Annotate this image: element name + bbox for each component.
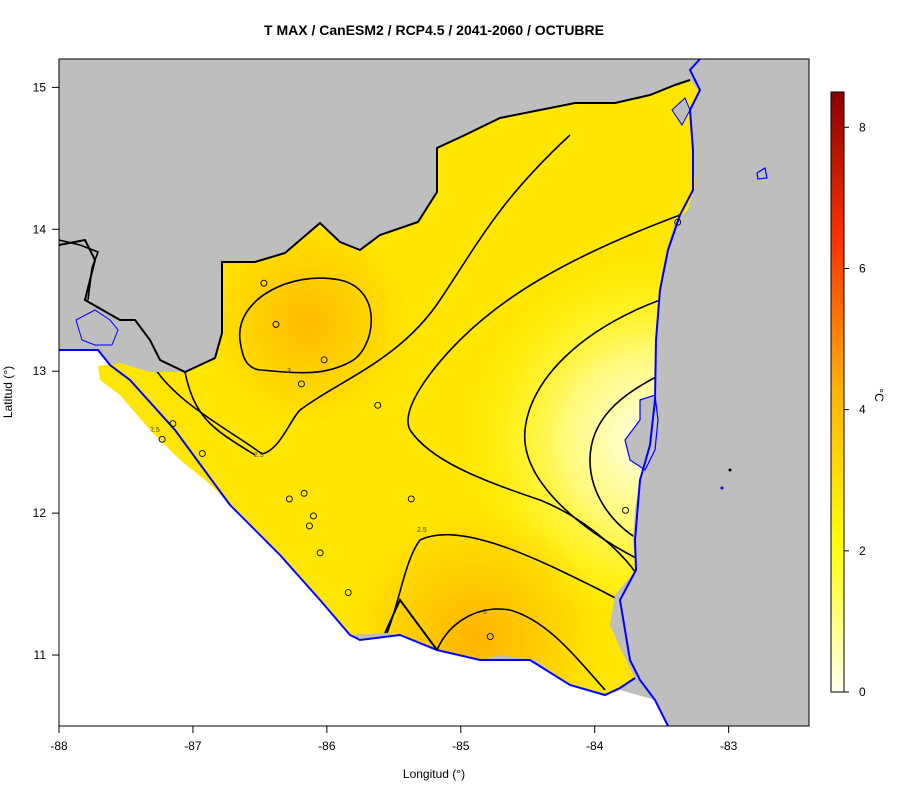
northern-border [59,79,691,374]
contour-label: 3 [287,368,291,375]
station-marker [300,489,308,497]
colorbar: 8 6 4 2 0 °C [830,91,886,699]
colorbar-gradient [830,91,845,693]
colorbar-tick-label: 4 [859,403,866,417]
station-marker [486,633,494,641]
y-tick-label: 12 [33,506,47,520]
station-marker [285,495,293,503]
x-axis: -88 -87 -86 -85 -84 -83 Longitud (°) [50,725,738,781]
x-tick-label: -88 [50,739,68,753]
station-marker [297,380,305,388]
station-marker [316,549,324,557]
station-marker [674,218,682,226]
station-marker [198,450,206,457]
x-axis-label: Longitud (°) [403,767,465,781]
contour-east-3 [589,374,661,541]
y-axis-label: Latitud (°) [1,366,15,418]
contour-label: 2.5 [417,527,427,534]
station-marker [310,512,317,520]
x-tick-label: -87 [184,739,202,753]
caribbean-coastline [618,59,702,726]
map-plot-area: 3 2.5 2.5 3 2.5 [59,59,809,726]
contour-2-5-west [149,134,571,455]
x-tick-label: -83 [720,739,738,753]
weather-stations [158,218,682,641]
colorbar-tick-label: 2 [859,544,866,558]
honduras-border [59,239,100,301]
southern-border [384,598,438,651]
station-marker [158,435,166,443]
pacific-ocean [59,350,668,726]
contour-2-5-mid [184,371,256,456]
map-title: T MAX / CanESM2 / RCP4.5 / 2041-2060 / O… [264,22,604,38]
pacific-coastline [59,349,636,697]
lake-managua [75,309,119,346]
station-marker [272,320,280,328]
x-tick-label: -86 [318,739,336,753]
station-marker [407,495,415,503]
station-marker [305,522,313,530]
y-tick-label: 15 [33,80,47,94]
station-marker [374,401,382,409]
colorbar-tick-label: 8 [859,120,866,134]
station-marker [169,420,177,428]
y-tick-label: 13 [33,364,47,378]
station-marker [320,356,328,364]
coastal-lagoon [624,394,659,471]
station-marker [260,279,268,287]
caribbean-sea [620,59,809,726]
contour-lines [149,134,681,691]
corn-islands [720,167,768,490]
colorbar-tick-label: 0 [859,685,866,699]
station-marker [622,506,629,514]
x-tick-label: -84 [586,739,604,753]
contour-label: 2.5 [254,452,264,459]
colorbar-unit-label: °C [872,388,886,402]
y-axis: 15 14 13 12 11 Latitud (°) [1,80,60,662]
contour-label: 3 [483,609,487,616]
colorbar-tick-label: 6 [859,261,866,275]
contour-3-south [436,608,606,691]
contour-2-5-south [386,533,621,634]
contour-label: 2.5 [150,427,160,434]
contour-east-2 [524,299,661,561]
station-marker [344,589,352,597]
y-tick-label: 14 [33,222,47,236]
y-tick-label: 11 [34,648,47,662]
x-tick-label: -85 [452,739,470,753]
contour-3-nw [239,277,373,374]
